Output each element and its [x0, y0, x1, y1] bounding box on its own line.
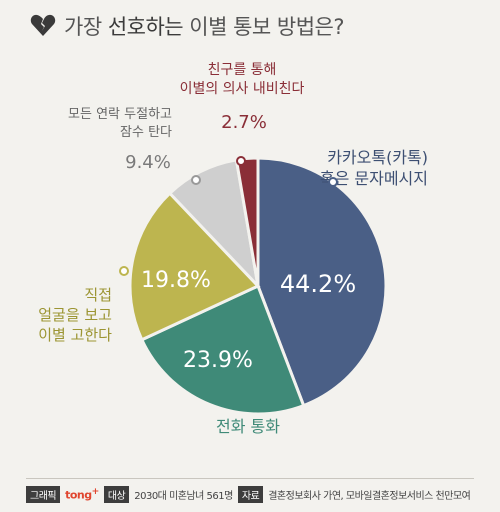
brand-name: tong [65, 488, 92, 502]
slice-marker-1 [328, 177, 338, 187]
slice-marker-5 [236, 156, 246, 166]
slice-category-label-5: 친구를 통해 이별의 의사 내비친다 [180, 62, 305, 97]
slice-value-label-5: 2.7% [221, 112, 267, 133]
slice-category-label-1: 카카오톡(카톡) 혹은 문자메시지 [320, 148, 428, 188]
source-tag: 자료 [237, 485, 264, 503]
slice-value-label-1: 44.2% [280, 270, 356, 298]
page-title: 가장 선호하는 이별 통보 방법은? [64, 11, 345, 41]
slice-category-label-2: 전화 통화 [216, 417, 280, 436]
source-text: 결혼정보회사 가연, 모바일결혼정보서비스 천만모여 [268, 490, 471, 502]
target-text: 2030대 미혼남녀 561명 [134, 490, 233, 502]
pie-slice-1 [256, 156, 388, 408]
slice-marker-4 [191, 175, 201, 185]
footer: 그래픽 tong+ 대상 2030대 미혼남녀 561명 자료 결혼정보회사 가… [26, 478, 474, 505]
slice-value-label-4: 9.4% [125, 152, 171, 173]
pie-slice-3 [128, 191, 261, 342]
brand-logo: tong+ [65, 486, 99, 502]
target-tag: 대상 [103, 485, 130, 503]
pie-slice-2 [139, 283, 306, 416]
title-prefix: 가장 [64, 15, 108, 39]
slice-value-label-3: 19.8% [141, 268, 211, 293]
graphic-tag: 그래픽 [26, 485, 61, 503]
slice-marker-3 [119, 266, 129, 276]
title-row: 가장 선호하는 이별 통보 방법은? [30, 10, 345, 42]
slice-value-label-2: 23.9% [183, 348, 253, 373]
slice-category-label-3: 직접 얼굴을 보고 이별 고한다 [38, 286, 112, 344]
title-highlight: 선호하는 [107, 15, 184, 39]
brand-mark: + [91, 486, 100, 498]
title-suffix: 이별 통보 방법은? [183, 15, 345, 39]
slice-category-label-4: 모든 연락 두절하고 잠수 탄다 [68, 107, 172, 140]
broken-heart-icon [30, 14, 56, 36]
